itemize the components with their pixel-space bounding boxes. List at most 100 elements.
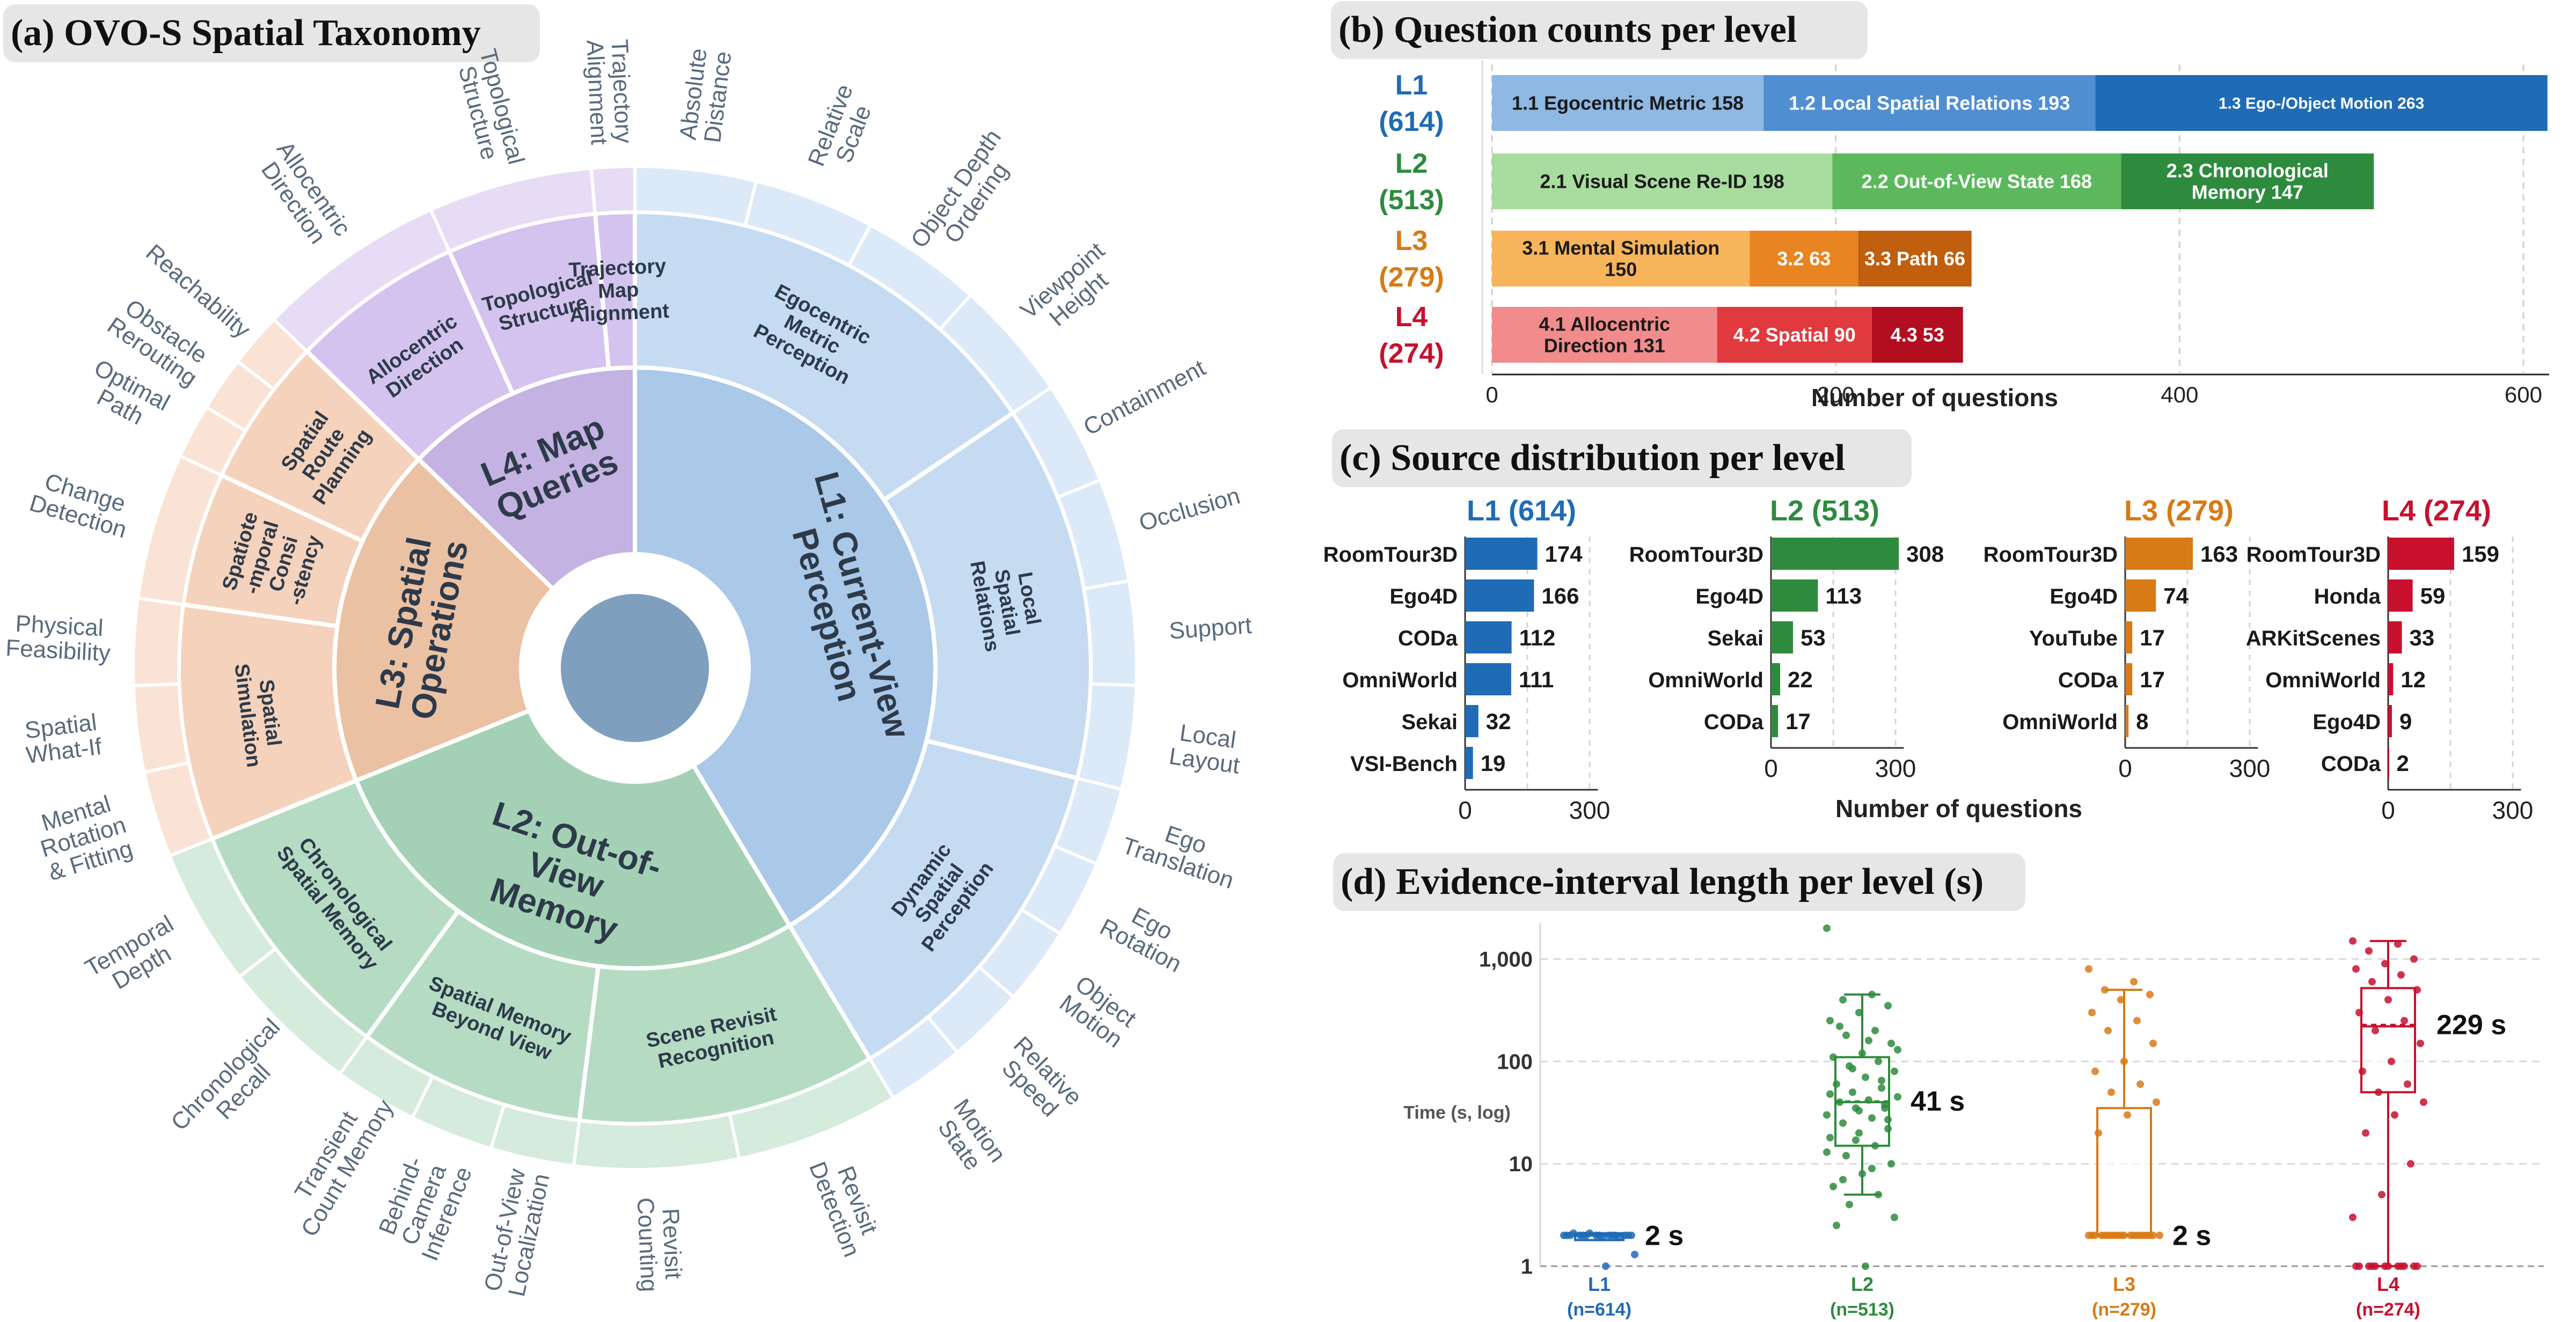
panel-d-point (1862, 1262, 1869, 1270)
sunburst-leaf-label-absolute-distance: AbsoluteDistance (675, 47, 736, 144)
panel-c-value-label: 17 (2140, 667, 2165, 692)
panel-c-bar (2125, 705, 2129, 737)
panel-c-category-label: CODa (2321, 752, 2381, 776)
panel-d-point (1602, 1262, 1609, 1270)
panel-b-title: (b) Question counts per level (1331, 1, 1868, 59)
panel-c-category-label: Sekai (1707, 627, 1763, 650)
panel-c-bar (2388, 747, 2389, 779)
panel-d-point (2120, 1057, 2128, 1066)
panel-c-category-label: OmniWorld (2265, 669, 2381, 692)
panel-d-tick-label: 100 (1497, 1050, 1533, 1074)
panel-c-tick-label: 300 (1875, 754, 1916, 782)
panel-c-category-label: CODa (1704, 710, 1764, 734)
panel-d-point (1829, 1053, 1837, 1061)
panel-c-bar (1465, 538, 1538, 570)
panel-d-group-label: L3 (2113, 1273, 2135, 1295)
panel-d-point (2088, 1009, 2096, 1017)
panel-c-subplot-l3-279: L3 (279) 0 300 RoomTour3D 163 Ego4D 74 YouTube 1… (1984, 495, 2271, 782)
panel-c-value-label: 112 (1519, 625, 1556, 650)
panel-d-point (1839, 1176, 1847, 1184)
sunburst-leaf-label-temporal-depth: TemporalDepth (80, 910, 190, 1003)
panel-d-point (1871, 1026, 1879, 1034)
sunburst-leaf-label-physical-feasibility: PhysicalFeasibility (5, 610, 112, 666)
panel-d-point (2349, 937, 2357, 945)
panel-d-point (2401, 1017, 2408, 1025)
panel-d-point (1849, 1088, 1856, 1096)
panel-d-point (2417, 1039, 2424, 1047)
panel-d-point (2397, 971, 2405, 979)
panel-c-value-label: 111 (1519, 667, 1554, 692)
panel-c-category-label: OmniWorld (1648, 669, 1763, 692)
panel-c-bar (1465, 621, 1512, 653)
panel-d-point (2133, 1017, 2141, 1025)
panel-c-value-label: 159 (2462, 541, 2499, 567)
panel-d-group-label: L2 (1851, 1273, 1874, 1295)
sunburst-leaf-label-behind-camera-inference: Behind-CameraInference (371, 1145, 477, 1264)
sunburst-leaf-label-change-detection: ChangeDetection (26, 466, 136, 544)
panel-d-tick-label: 10 (1509, 1152, 1533, 1176)
panel-c-value-label: 33 (2410, 625, 2435, 650)
panel-b-level-count: (274) (1379, 338, 1444, 369)
panel-c-tick-label: 300 (2229, 754, 2271, 782)
panel-d-point (2136, 1080, 2144, 1088)
sunburst-leaf-label-object-motion: ObjectMotion (1055, 970, 1142, 1053)
panel-d-point (1878, 1077, 1885, 1085)
panel-d-point (1887, 1160, 1895, 1168)
panel-d-point (1875, 1057, 1882, 1066)
panel-d-point (2355, 1009, 2363, 1017)
panel-b-bar-segment (1858, 231, 1972, 287)
panel-b-row-l3: L3 (279) 3.1 Mental Simulation 150 3.2 63 3.3… (1379, 225, 1972, 293)
panel-d-point (2372, 1026, 2379, 1034)
panel-c-value-label: 308 (1906, 541, 1944, 567)
panel-d-group-n: (n=274) (2356, 1299, 2420, 1320)
panel-b-segment-label: 2.2 Out-of-View State 168 (1862, 171, 2092, 193)
panel-d-point (2388, 1057, 2395, 1066)
panel-d-tick-label: 1,000 (1479, 948, 1533, 971)
panel-c-category-label: Ego4D (1389, 585, 1458, 608)
panel-d-group-n: (n=513) (1830, 1299, 1894, 1320)
panel-b-bar-segment (2121, 153, 2374, 209)
panel-c-tick-label: 0 (1458, 796, 1472, 824)
panel-c-subplot-title: L2 (513) (1770, 495, 1879, 527)
panel-d-point (1881, 1104, 1889, 1112)
panel-d-title-text: (d) Evidence-interval length per level (… (1341, 861, 1984, 902)
panel-d-point (2394, 940, 2402, 948)
panel-b-segment-label: 1.1 Egocentric Metric 158 (1512, 92, 1744, 114)
sunburst-leaf-label-viewpoint-height: ViewpointHeight (1015, 237, 1126, 342)
panel-d-mean-annotation: 41 s (1911, 1086, 1965, 1117)
panel-d-point (1823, 1111, 1831, 1119)
panel-d-box (2360, 987, 2416, 1093)
panel-d-group-label: L4 (2377, 1273, 2399, 1295)
panel-b-segment-label: 1.3 Ego-/Object Motion 263 (2219, 95, 2424, 113)
panel-b-bar-segment (1492, 231, 1750, 287)
sunburst-center-disc (561, 594, 709, 742)
panel-d-point (1839, 996, 1847, 1004)
panel-d-point (1891, 1067, 1898, 1075)
panel-c-category-label: RoomTour3D (1323, 543, 1458, 567)
panel-b-segment-label: 2.1 Visual Scene Re-ID 198 (1540, 171, 1784, 193)
panel-d-point (1855, 1107, 1863, 1115)
panel-c-category-label: Honda (2314, 585, 2381, 608)
panel-b-bar-segment (1492, 307, 1717, 363)
sunburst-leaf-arc (572, 1112, 741, 1171)
panel-c-category-label: CODa (2058, 669, 2118, 692)
panel-d-point (1842, 1152, 1850, 1160)
panel-c-category-label: OmniWorld (2002, 710, 2118, 734)
panel-d-mean-annotation: 229 s (2436, 1010, 2506, 1041)
panel-b-title-text: (b) Question counts per level (1338, 9, 1797, 50)
panel-d-point (1878, 1084, 1885, 1092)
panel-c-category-label: RoomTour3D (1629, 543, 1763, 567)
panel-b-level-label: L1 (1395, 70, 1428, 101)
panel-c-bar (1465, 747, 1473, 779)
sunburst-leaf-label-occlusion: Occlusion (1136, 482, 1243, 536)
panel-d-point (2091, 1067, 2099, 1075)
panel-d-point (2149, 1231, 2157, 1239)
panel-d-point (2413, 986, 2421, 994)
panel-d-point (2352, 965, 2360, 973)
panel-c-tick-label: 0 (1764, 754, 1778, 782)
panel-d-point (2365, 947, 2373, 955)
panel-c-tick-label: 300 (1569, 796, 1611, 824)
panel-d-point (1884, 1125, 1892, 1133)
panel-c-category-label: RoomTour3D (2246, 543, 2381, 567)
